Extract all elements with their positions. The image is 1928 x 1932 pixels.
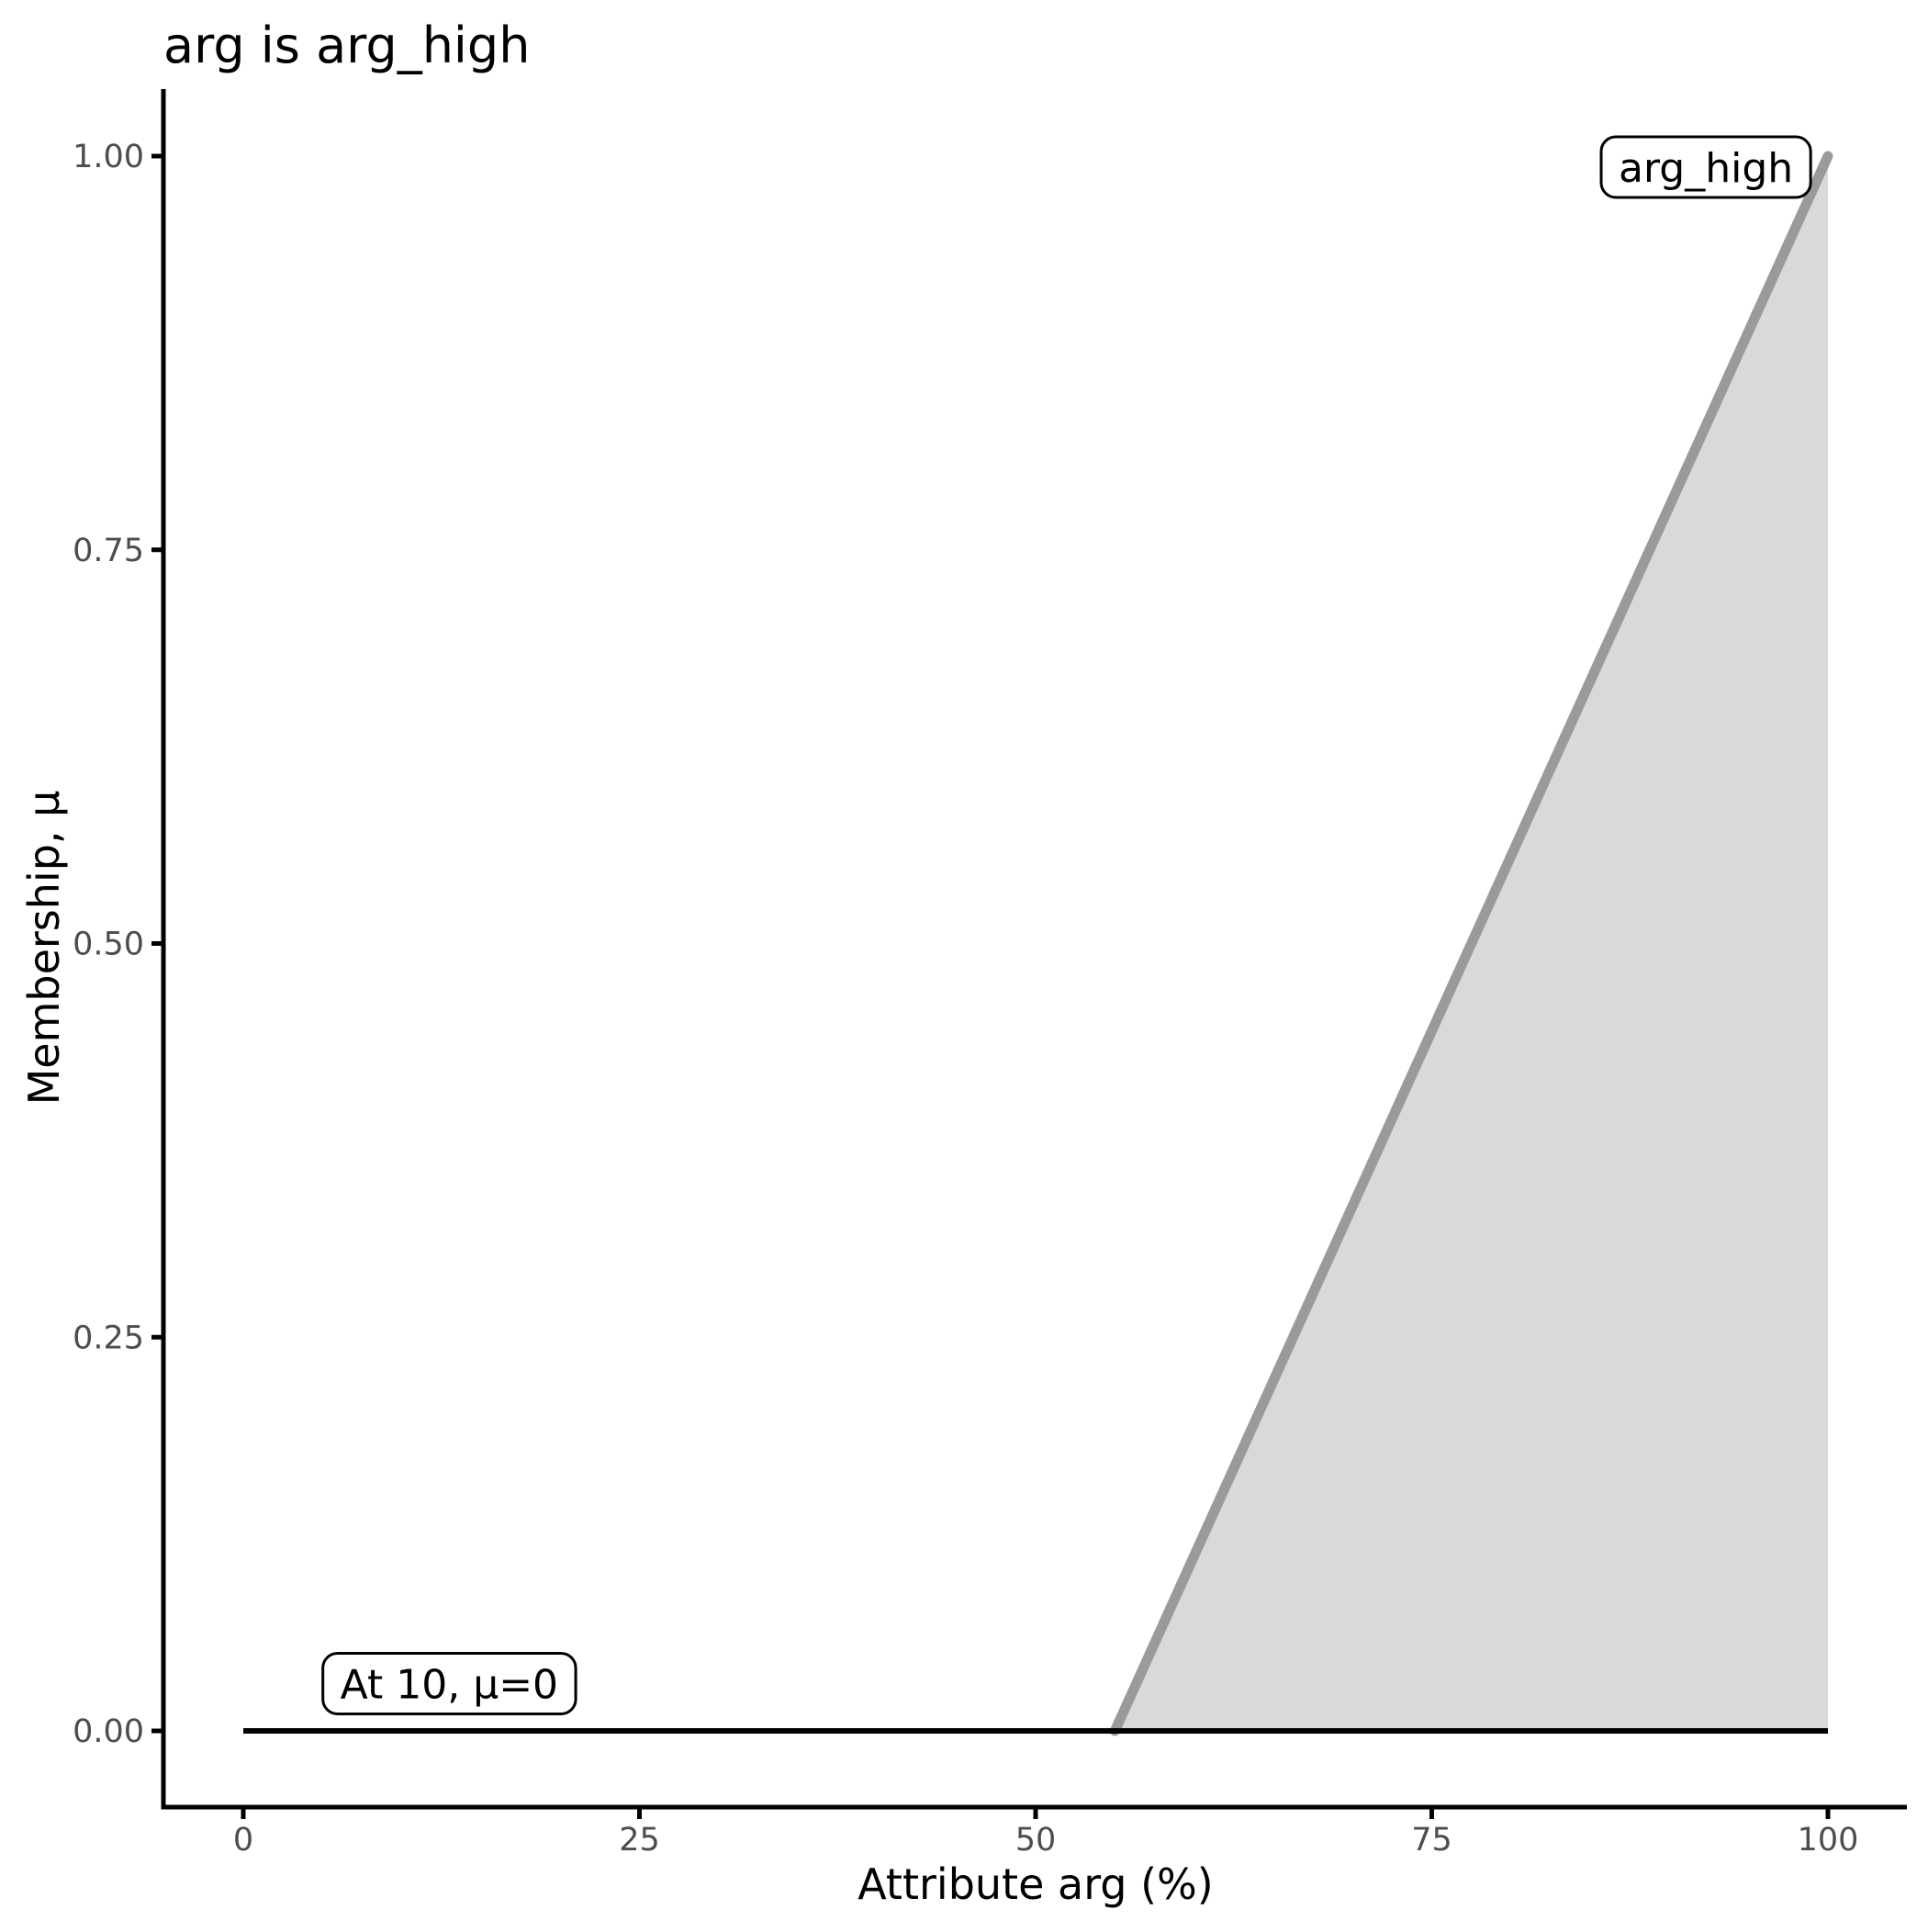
y-tick-label: 0.25	[73, 1320, 144, 1356]
x-tick-label: 0	[233, 1822, 253, 1859]
annotation-at-10: At 10, μ=0	[321, 1652, 577, 1716]
annotation-arg-high-box	[1599, 135, 1812, 199]
annotation-arg-high-label: arg_high	[1619, 145, 1793, 192]
x-axis-ticks: 0 25 50 75 100	[233, 1807, 1859, 1859]
x-tick-label: 75	[1411, 1822, 1452, 1859]
annotation-at-10-label: At 10, μ=0	[341, 1662, 558, 1709]
x-tick-label: 50	[1015, 1822, 1057, 1859]
y-tick-label: 0.00	[73, 1713, 144, 1750]
annotation-arg-high: arg_high	[1599, 135, 1812, 199]
x-tick-label: 25	[619, 1822, 660, 1859]
y-axis-title: Membership, μ	[19, 791, 69, 1106]
y-tick-label: 0.50	[73, 927, 144, 963]
y-tick-label: 1.00	[73, 139, 144, 175]
y-axis-ticks: 0.00 0.25 0.50 0.75 1.00	[73, 139, 163, 1750]
chart-title: arg is arg_high	[163, 17, 530, 74]
plot-area	[243, 151, 1833, 1736]
x-axis-title: Attribute arg (%)	[858, 1859, 1213, 1909]
membership-line	[1109, 151, 1833, 1736]
x-tick-label: 100	[1798, 1822, 1859, 1859]
annotation-at-10-box	[321, 1652, 577, 1716]
y-tick-label: 0.75	[73, 533, 144, 569]
